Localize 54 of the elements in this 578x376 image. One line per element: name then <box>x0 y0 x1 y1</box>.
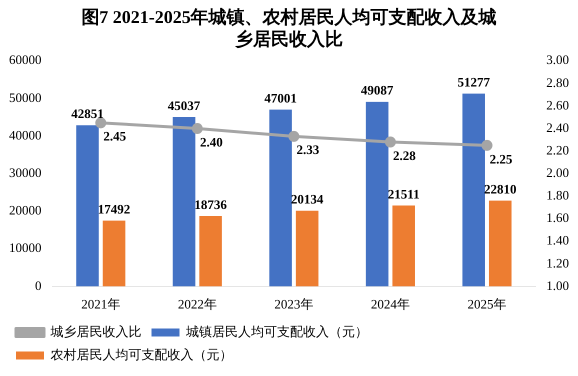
y-tick-label: 10000 <box>9 240 42 256</box>
data-label: 47001 <box>264 90 297 106</box>
y2-tick-label: 1.00 <box>546 278 569 293</box>
data-label: 42851 <box>71 106 104 122</box>
bar <box>488 200 512 286</box>
data-label: 51277 <box>457 74 490 90</box>
data-label: 2.33 <box>296 142 320 158</box>
bar <box>199 216 222 286</box>
y-tick-label: 40000 <box>9 127 42 142</box>
y2-tick-label: 2.60 <box>546 97 569 112</box>
y2-tick-label: 1.40 <box>546 232 569 248</box>
legend-label: 农村居民人均可支配收入（元） <box>50 346 232 362</box>
data-label: 2.25 <box>490 151 513 166</box>
x-tick-label: 2022年 <box>178 296 217 312</box>
legend-label: 城乡居民收入比 <box>50 324 142 339</box>
chart-title: 图7 2021-2025年城镇、农村居民人均可支配收入及城乡居民收入比 <box>80 6 498 50</box>
x-tick-label: 2024年 <box>370 296 410 312</box>
y-tick-label: 20000 <box>9 202 42 218</box>
bar <box>102 220 126 286</box>
y2-tick-label: 1.80 <box>546 188 569 203</box>
data-label: 18736 <box>194 196 228 212</box>
y2-tick-label: 1.60 <box>546 210 569 226</box>
data-label: 49087 <box>360 82 394 98</box>
y2-tick-label: 3.00 <box>546 52 569 68</box>
y-tick-label: 60000 <box>9 52 42 68</box>
data-label: 2.28 <box>393 148 416 163</box>
bar <box>462 94 485 286</box>
bar <box>392 206 415 286</box>
x-tick-label: 2025年 <box>467 296 506 312</box>
y-tick-label: 30000 <box>9 165 42 180</box>
y2-tick-label: 2.80 <box>546 74 569 90</box>
bar <box>172 117 196 286</box>
data-label: 17492 <box>98 201 130 216</box>
y2-tick-label: 2.40 <box>546 120 569 135</box>
y-tick-label: 50000 <box>9 90 42 105</box>
y2-tick-label: 1.20 <box>546 255 569 270</box>
bar <box>269 110 292 286</box>
point <box>288 130 300 142</box>
data-label: 2.40 <box>200 134 223 150</box>
y-tick-label: 0 <box>35 278 42 293</box>
point <box>95 117 106 128</box>
y2-tick-label: 2.20 <box>546 142 569 158</box>
legend-label: 城镇居民人均可支配收入（元） <box>185 324 368 339</box>
x-tick-label: 2023年 <box>274 296 314 312</box>
point <box>384 136 396 148</box>
data-label: 45037 <box>168 98 201 113</box>
point <box>481 140 492 151</box>
y2-tick-label: 2.00 <box>546 165 569 180</box>
data-label: 2.45 <box>103 128 127 144</box>
x-tick-label: 2021年 <box>81 296 120 312</box>
point <box>192 122 203 134</box>
bar <box>76 125 99 286</box>
bar <box>366 102 388 286</box>
bar <box>296 210 318 286</box>
